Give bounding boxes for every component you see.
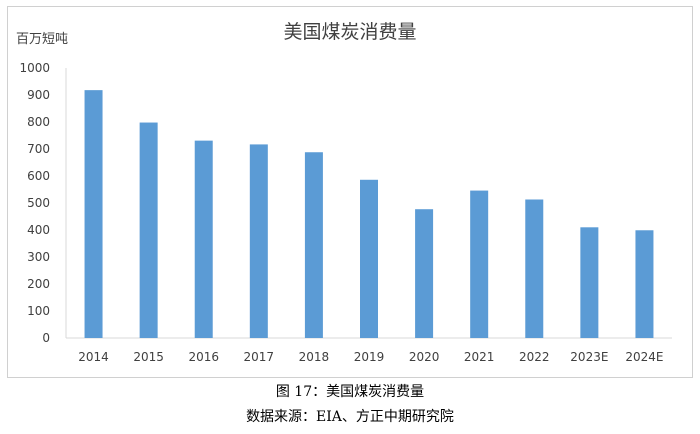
bar-2024E xyxy=(635,230,654,338)
data-source: 数据来源：EIA、方正中期研究院 xyxy=(246,409,454,425)
y-tick-label: 0 xyxy=(42,331,50,345)
figure-caption: 图 17：美国煤炭消费量 数据来源：EIA、方正中期研究院 xyxy=(0,380,700,430)
bar-2023E xyxy=(580,227,599,338)
bar-2022 xyxy=(525,199,544,338)
x-tick-label: 2020 xyxy=(409,350,440,364)
x-tick-label: 2017 xyxy=(244,350,275,364)
bar-2017 xyxy=(249,144,268,338)
bars xyxy=(84,90,654,338)
bar-2020 xyxy=(415,209,434,338)
chart-title: 美国煤炭消费量 xyxy=(283,21,416,43)
x-tick-label: 2019 xyxy=(354,350,385,364)
y-tick-label: 700 xyxy=(27,142,50,156)
y-tick-label: 900 xyxy=(27,88,50,102)
x-tick-label: 2022 xyxy=(519,350,550,364)
y-tick-label: 500 xyxy=(27,196,50,210)
figure-label: 图 17：美国煤炭消费量 xyxy=(275,384,425,400)
y-tick-label: 100 xyxy=(27,304,50,318)
x-tick-label: 2024E xyxy=(625,350,663,364)
bar-2018 xyxy=(304,152,323,338)
bar-2014 xyxy=(84,90,103,338)
bar-2021 xyxy=(470,190,489,338)
x-tick-label: 2018 xyxy=(299,350,330,364)
x-axis-ticks: 2014 2015 2016 2017 2018 2019 2020 2021 2022 2023… xyxy=(78,350,663,364)
y-tick-label: 800 xyxy=(27,115,50,129)
bar-2015 xyxy=(139,122,158,338)
y-axis-unit-label: 百万短吨 xyxy=(16,32,68,47)
y-tick-label: 200 xyxy=(27,277,50,291)
x-tick-label: 2023E xyxy=(570,350,608,364)
bar-2016 xyxy=(194,140,213,338)
x-tick-label: 2014 xyxy=(78,350,109,364)
y-tick-label: 1000 xyxy=(19,61,50,75)
bar-2019 xyxy=(360,179,378,338)
x-tick-label: 2016 xyxy=(188,350,219,364)
y-tick-label: 600 xyxy=(27,169,50,183)
y-tick-label: 400 xyxy=(27,223,50,237)
bar-chart: 美国煤炭消费量 百万短吨 0 100 200 300 400 500 600 700 800 90… xyxy=(16,21,672,364)
y-tick-label: 300 xyxy=(27,250,50,264)
x-tick-label: 2021 xyxy=(464,350,495,364)
y-axis-ticks: 0 100 200 300 400 500 600 700 800 900 1000 xyxy=(19,61,50,345)
chart-frame xyxy=(7,6,693,378)
x-tick-label: 2015 xyxy=(133,350,164,364)
